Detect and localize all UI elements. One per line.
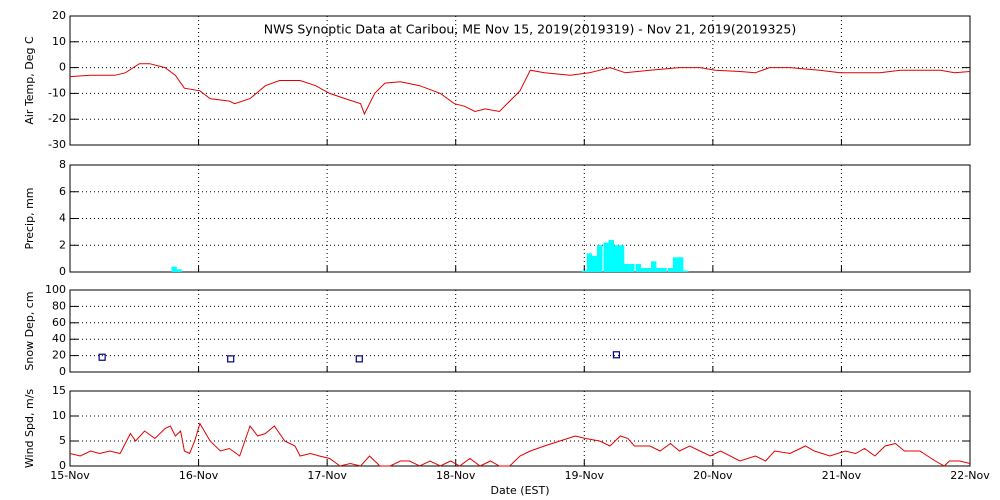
x-tick-label: 22-Nov xyxy=(950,469,990,482)
y-tick-label: -20 xyxy=(48,112,66,125)
x-tick-label: 17-Nov xyxy=(307,469,347,482)
precip-bar xyxy=(176,269,182,272)
y-tick-label: 4 xyxy=(59,212,66,225)
y-tick-label: 6 xyxy=(59,185,66,198)
precip-bar xyxy=(618,245,625,272)
precip-bar xyxy=(667,267,674,272)
y-tick-label: 15 xyxy=(52,384,66,397)
precip-bar xyxy=(656,267,662,272)
y-tick-label: -10 xyxy=(48,86,66,99)
y-tick-label: 60 xyxy=(52,316,66,329)
y-tick-label: 5 xyxy=(59,434,66,447)
plot-frame xyxy=(69,15,971,146)
y-tick-label: 10 xyxy=(52,409,66,422)
y-tick-label: 0 xyxy=(59,265,66,278)
precip-bar xyxy=(683,270,689,272)
y-tick-label: 20 xyxy=(52,349,66,362)
snow-point xyxy=(98,353,106,361)
y-tick-label: 40 xyxy=(52,332,66,345)
precip-bar xyxy=(640,267,647,272)
snow-point xyxy=(612,351,621,359)
x-tick-label: 15-Nov xyxy=(50,469,90,482)
precip-bar xyxy=(678,257,684,272)
snow-point xyxy=(227,355,235,363)
precip-bar xyxy=(586,253,593,272)
precip-bar xyxy=(645,267,652,272)
y-tick-label: 100 xyxy=(45,283,66,296)
y-axis-label: Wind Spd, m/s xyxy=(23,389,36,469)
y-axis-label: Snow Dep, cm xyxy=(23,291,36,370)
precip-bar xyxy=(608,239,614,272)
y-tick-label: 2 xyxy=(59,238,66,251)
y-tick-label: 8 xyxy=(59,158,66,171)
chart-title: NWS Synoptic Data at Caribou, ME Nov 15,… xyxy=(264,22,797,37)
plot-frame xyxy=(69,390,971,467)
y-tick-label: 20 xyxy=(52,9,66,22)
precip-bar xyxy=(171,266,177,272)
x-tick-label: 18-Nov xyxy=(436,469,476,482)
precip-bar xyxy=(629,263,635,272)
x-tick-label: 21-Nov xyxy=(822,469,862,482)
x-tick-label: 16-Nov xyxy=(179,469,219,482)
precip-bar xyxy=(635,263,641,272)
y-tick-label: 0 xyxy=(59,459,66,472)
precip-bar xyxy=(603,242,609,272)
y-tick-label: -30 xyxy=(48,138,66,151)
x-tick-label: 20-Nov xyxy=(693,469,733,482)
precip-bar xyxy=(651,261,657,272)
y-tick-label: 0 xyxy=(59,365,66,378)
x-tick-label: 19-Nov xyxy=(565,469,605,482)
y-tick-label: 80 xyxy=(52,299,66,312)
precip-bar xyxy=(581,270,587,272)
data-line xyxy=(69,422,971,467)
data-line xyxy=(69,63,971,116)
precip-bar xyxy=(672,257,679,272)
y-axis-label: Air Temp, Deg C xyxy=(23,36,36,125)
y-tick-label: 0 xyxy=(59,61,66,74)
precip-bar xyxy=(661,267,667,272)
precip-bar xyxy=(597,245,603,272)
y-tick-label: 10 xyxy=(52,35,66,48)
y-axis-label: Precip, mm xyxy=(23,188,36,250)
plot-frame xyxy=(69,289,971,373)
precip-bar xyxy=(624,263,630,272)
precip-bar xyxy=(591,255,598,272)
precip-bar xyxy=(613,245,620,272)
x-axis-label: Date (EST) xyxy=(490,484,549,497)
snow-point xyxy=(355,355,363,363)
